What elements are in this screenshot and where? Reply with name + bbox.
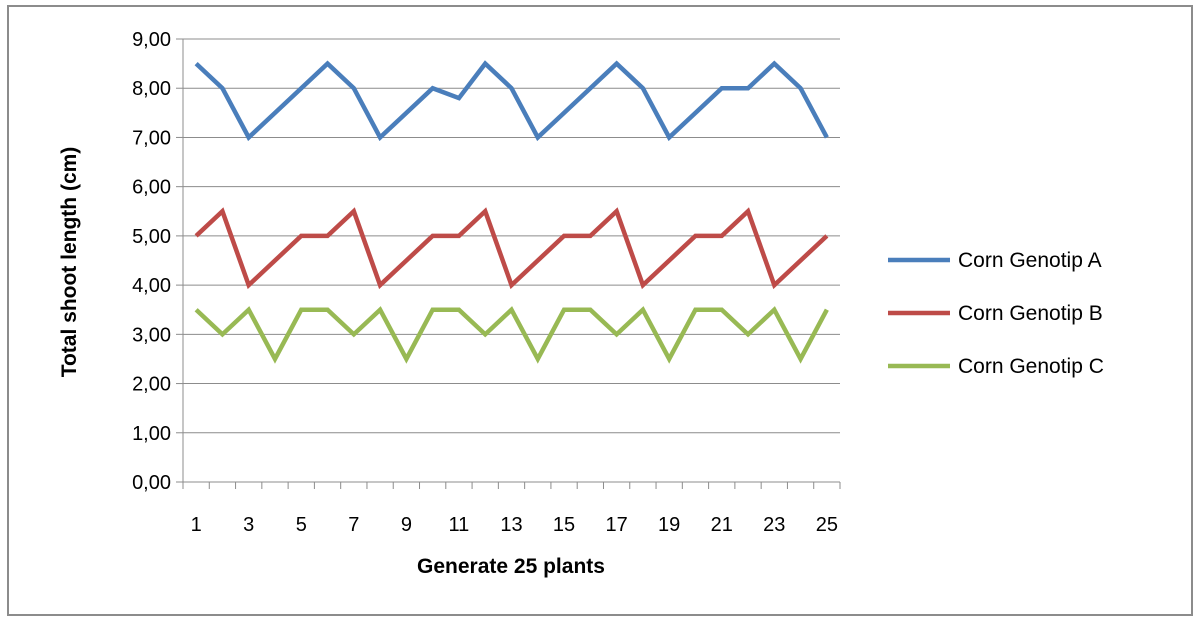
gridlines	[183, 38, 840, 434]
axes	[176, 38, 841, 489]
y-axis-label: Total shoot length (cm)	[58, 147, 81, 378]
y-tick-label: 7,00	[132, 127, 171, 149]
y-tick-label: 8,00	[132, 78, 171, 100]
y-tick-label: 2,00	[132, 374, 171, 396]
series-lines	[194, 60, 829, 364]
y-tick-label: 6,00	[132, 177, 171, 199]
y-tick-label: 3,00	[132, 324, 171, 346]
x-tick-label: 3	[243, 514, 254, 536]
x-tick-label: 15	[553, 514, 575, 536]
x-tick-label: 23	[763, 514, 785, 536]
x-tick-label: 9	[401, 514, 412, 536]
legend-label: Corn Genotip C	[958, 355, 1104, 378]
series-line-2	[194, 207, 829, 290]
y-tick-label: 5,00	[132, 226, 171, 248]
x-tick-label: 17	[605, 514, 627, 536]
y-tick-labels: 0,00 1,00 2,00 3,00 4,00 5,00 6,00 7,00 8,00 9,00	[132, 29, 171, 494]
chart-border	[7, 5, 1193, 616]
x-tick-label: 25	[816, 514, 838, 536]
legend-label: Corn Genotip B	[958, 302, 1103, 325]
legend-label: Corn Genotip A	[958, 249, 1102, 272]
x-tick-label: 1	[191, 514, 202, 536]
series-line-3	[194, 306, 829, 364]
y-tick-label: 4,00	[132, 275, 171, 297]
x-tick-label: 7	[348, 514, 359, 536]
x-tick-label: 21	[711, 514, 733, 536]
legend: Corn Genotip A Corn Genotip B Corn Genotip…	[888, 249, 1104, 378]
x-tick-label: 19	[658, 514, 680, 536]
series-line-1	[194, 60, 829, 142]
y-tick-label: 0,00	[132, 472, 171, 494]
x-tick-labels: 1 3 5 7 9 11 13 15 17 19 21 23 25	[191, 514, 838, 536]
y-tick-label: 1,00	[132, 423, 171, 445]
x-tick-label: 11	[449, 514, 470, 536]
x-tick-label: 5	[296, 514, 307, 536]
y-tick-label: 9,00	[132, 29, 171, 51]
x-axis-label: Generate 25 plants	[417, 555, 605, 578]
x-tick-label: 13	[500, 514, 522, 536]
